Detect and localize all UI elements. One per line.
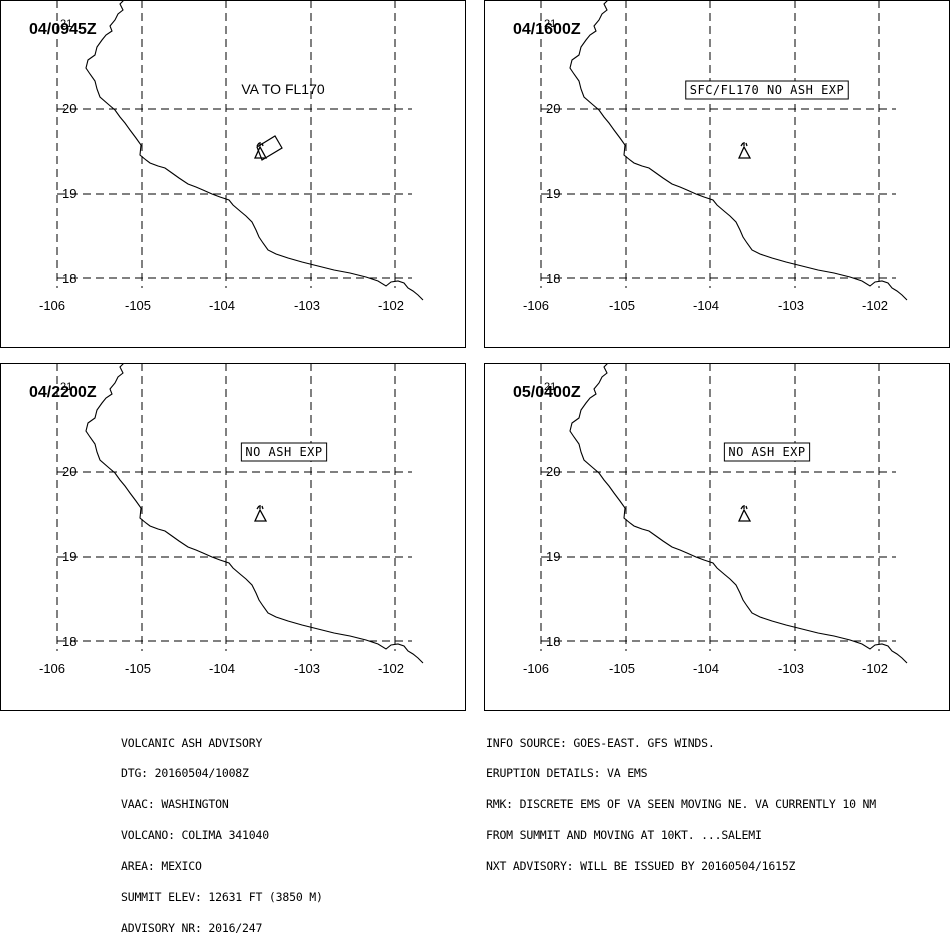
lat-lon-grid xyxy=(56,0,412,288)
volcano-triangle-icon xyxy=(253,142,268,159)
lon-label-106: -106 xyxy=(39,298,65,313)
lon-label-104: -104 xyxy=(693,661,719,676)
lon-labels: -106 -105 -104 -103 -102 xyxy=(523,661,888,676)
lat-label-18: 18 xyxy=(546,634,560,649)
coastline xyxy=(569,0,908,301)
advisory-header-block: VOLCANIC ASH ADVISORY DTG: 20160504/1008… xyxy=(121,717,323,944)
lon-label-105: -105 xyxy=(125,298,151,313)
lat-label-19: 19 xyxy=(546,549,560,564)
annotation-text: VA TO FL170 xyxy=(241,81,324,97)
lon-label-106: -106 xyxy=(523,661,549,676)
annotation-box xyxy=(685,80,849,100)
annotation-group: NO ASH EXP xyxy=(723,442,811,462)
lon-label-106: -106 xyxy=(39,661,65,676)
lon-label-103: -103 xyxy=(294,661,320,676)
lon-label-102: -102 xyxy=(862,298,888,313)
lon-label-103: -103 xyxy=(294,298,320,313)
annotation-text: SFC/FL170 NO ASH EXP xyxy=(690,83,845,97)
corner-lat-label: 21 xyxy=(544,381,556,393)
annotation-group: SFC/FL170 NO ASH EXP xyxy=(685,80,849,100)
coastline xyxy=(85,363,424,664)
lon-label-105: -105 xyxy=(609,661,635,676)
annotation-text: NO ASH EXP xyxy=(245,445,322,459)
lat-label-18: 18 xyxy=(62,634,76,649)
panel-frame xyxy=(0,363,466,711)
valid-time-label: 04/1600Z xyxy=(513,21,581,38)
advisory-number: ADVISORY NR: 2016/247 xyxy=(121,920,263,935)
annotation-box xyxy=(240,442,328,462)
advisory-dtg: DTG: 20160504/1008Z xyxy=(121,766,249,781)
forecast-panel-3: 21 20 19 18 -106 -105 -104 -103 -102 04/… xyxy=(0,363,466,711)
lat-label-19: 19 xyxy=(62,549,76,564)
lon-label-106: -106 xyxy=(523,298,549,313)
corner-lat-label: 21 xyxy=(60,381,72,393)
advisory-summit-elev: SUMMIT ELEV: 12631 FT (3850 M) xyxy=(121,890,323,905)
lat-labels: 21 20 19 18 xyxy=(60,18,76,286)
lon-label-104: -104 xyxy=(209,298,235,313)
next-advisory: NXT ADVISORY: WILL BE ISSUED BY 20160504… xyxy=(486,859,796,874)
lon-labels: -106 -105 -104 -103 -102 xyxy=(39,298,404,313)
panel-frame xyxy=(484,0,950,348)
map-svg: 21 20 19 18 -106 -105 -104 -103 -102 04/… xyxy=(484,0,950,348)
corner-lat-label: 21 xyxy=(544,18,556,30)
lat-label-20: 20 xyxy=(62,464,76,479)
remarks-line-1: RMK: DISCRETE EMS OF VA SEEN MOVING NE. … xyxy=(486,797,876,812)
lon-label-102: -102 xyxy=(378,298,404,313)
lon-label-104: -104 xyxy=(693,298,719,313)
advisory-title: VOLCANIC ASH ADVISORY xyxy=(121,735,263,750)
volcano-triangle-icon xyxy=(253,505,268,522)
valid-time-label: 04/2200Z xyxy=(29,384,97,401)
lat-label-20: 20 xyxy=(546,464,560,479)
volcano-triangle-icon xyxy=(737,142,752,159)
lat-label-18: 18 xyxy=(62,271,76,286)
valid-time-label: 05/0400Z xyxy=(513,384,581,401)
lat-label-20: 20 xyxy=(546,101,560,116)
lat-labels: 21 20 19 18 xyxy=(544,18,560,286)
lon-labels: -106 -105 -104 -103 -102 xyxy=(39,661,404,676)
lat-lon-grid xyxy=(56,363,412,651)
map-svg: 21 20 19 18 -106 -105 -104 -103 -102 05/… xyxy=(484,363,950,711)
lon-labels: -106 -105 -104 -103 -102 xyxy=(523,298,888,313)
remarks-line-2: FROM SUMMIT AND MOVING AT 10KT. ...SALEM… xyxy=(486,828,762,843)
coastline xyxy=(569,363,908,664)
advisory-vaac: VAAC: WASHINGTON xyxy=(121,797,229,812)
annotation-group: VA TO FL170 xyxy=(241,81,324,97)
lat-label-19: 19 xyxy=(546,186,560,201)
lat-lon-grid xyxy=(540,363,896,651)
annotation-text: NO ASH EXP xyxy=(728,445,805,459)
info-source: INFO SOURCE: GOES-EAST. GFS WINDS. xyxy=(486,735,715,750)
valid-time-label: 04/0945Z xyxy=(29,21,97,38)
lat-label-18: 18 xyxy=(546,271,560,286)
coastline xyxy=(85,0,424,301)
map-svg: 21 20 19 18 -106 -105 -104 -103 -102 04/… xyxy=(0,363,466,711)
lon-label-105: -105 xyxy=(609,298,635,313)
annotation-box xyxy=(723,442,811,462)
advisory-details-block: INFO SOURCE: GOES-EAST. GFS WINDS. ERUPT… xyxy=(486,717,876,882)
lat-label-19: 19 xyxy=(62,186,76,201)
forecast-panel-2: 21 20 19 18 -106 -105 -104 -103 -102 04/… xyxy=(484,0,950,348)
lon-label-105: -105 xyxy=(125,661,151,676)
volcano-triangle-icon xyxy=(737,505,752,522)
lat-labels: 21 20 19 18 xyxy=(60,381,76,649)
advisory-area: AREA: MEXICO xyxy=(121,859,202,874)
lon-label-103: -103 xyxy=(778,298,804,313)
ash-plume-polygon xyxy=(256,135,283,161)
annotation-group: NO ASH EXP xyxy=(240,442,328,462)
lat-labels: 21 20 19 18 xyxy=(544,381,560,649)
lon-label-103: -103 xyxy=(778,661,804,676)
lat-label-20: 20 xyxy=(62,101,76,116)
map-svg: 21 20 19 18 -106 -105 -104 -103 -102 04/… xyxy=(0,0,466,348)
forecast-panel-4: 21 20 19 18 -106 -105 -104 -103 -102 05/… xyxy=(484,363,950,711)
eruption-details: ERUPTION DETAILS: VA EMS xyxy=(486,766,648,781)
advisory-volcano: VOLCANO: COLIMA 341040 xyxy=(121,828,269,843)
lon-label-102: -102 xyxy=(378,661,404,676)
lon-label-104: -104 xyxy=(209,661,235,676)
forecast-panel-1: 21 20 19 18 -106 -105 -104 -103 -102 04/… xyxy=(0,0,466,348)
panel-frame xyxy=(0,0,466,348)
panel-frame xyxy=(484,363,950,711)
corner-lat-label: 21 xyxy=(60,18,72,30)
lon-label-102: -102 xyxy=(862,661,888,676)
lat-lon-grid xyxy=(540,0,896,288)
